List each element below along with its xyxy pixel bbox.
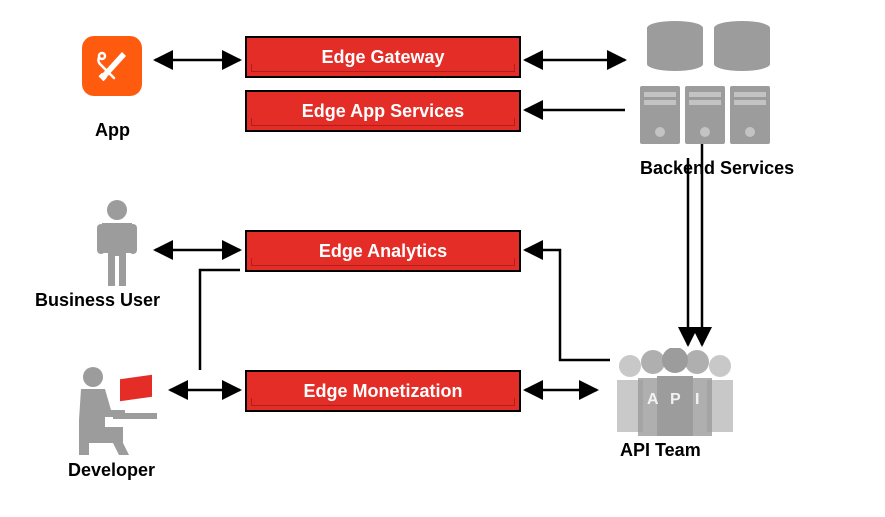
edge-appservices-box: Edge App Services xyxy=(245,90,521,132)
business-user-icon xyxy=(92,198,142,293)
api-team-icon: A P I xyxy=(605,348,745,443)
edge-analytics-box: Edge Analytics xyxy=(245,230,521,272)
svg-text:I: I xyxy=(695,391,699,408)
backend-services-icon xyxy=(640,20,805,155)
app-icon xyxy=(82,36,142,96)
api-team-label: API Team xyxy=(620,440,701,461)
svg-text:A: A xyxy=(647,391,659,408)
edge-appservices-label: Edge App Services xyxy=(302,101,464,122)
edge-analytics-label: Edge Analytics xyxy=(319,241,447,262)
developer-icon xyxy=(65,365,175,465)
svg-text:P: P xyxy=(670,391,681,408)
business-user-label: Business User xyxy=(35,290,160,311)
edge-gateway-label: Edge Gateway xyxy=(321,47,444,68)
developer-label: Developer xyxy=(68,460,155,481)
backend-services-label: Backend Services xyxy=(640,158,794,179)
edge-gateway-box: Edge Gateway xyxy=(245,36,521,78)
app-label: App xyxy=(95,120,130,141)
edge-monetization-label: Edge Monetization xyxy=(304,381,463,402)
edge-monetization-box: Edge Monetization xyxy=(245,370,521,412)
diagram-canvas: Edge Gateway Edge App Services Edge Anal… xyxy=(0,0,885,517)
